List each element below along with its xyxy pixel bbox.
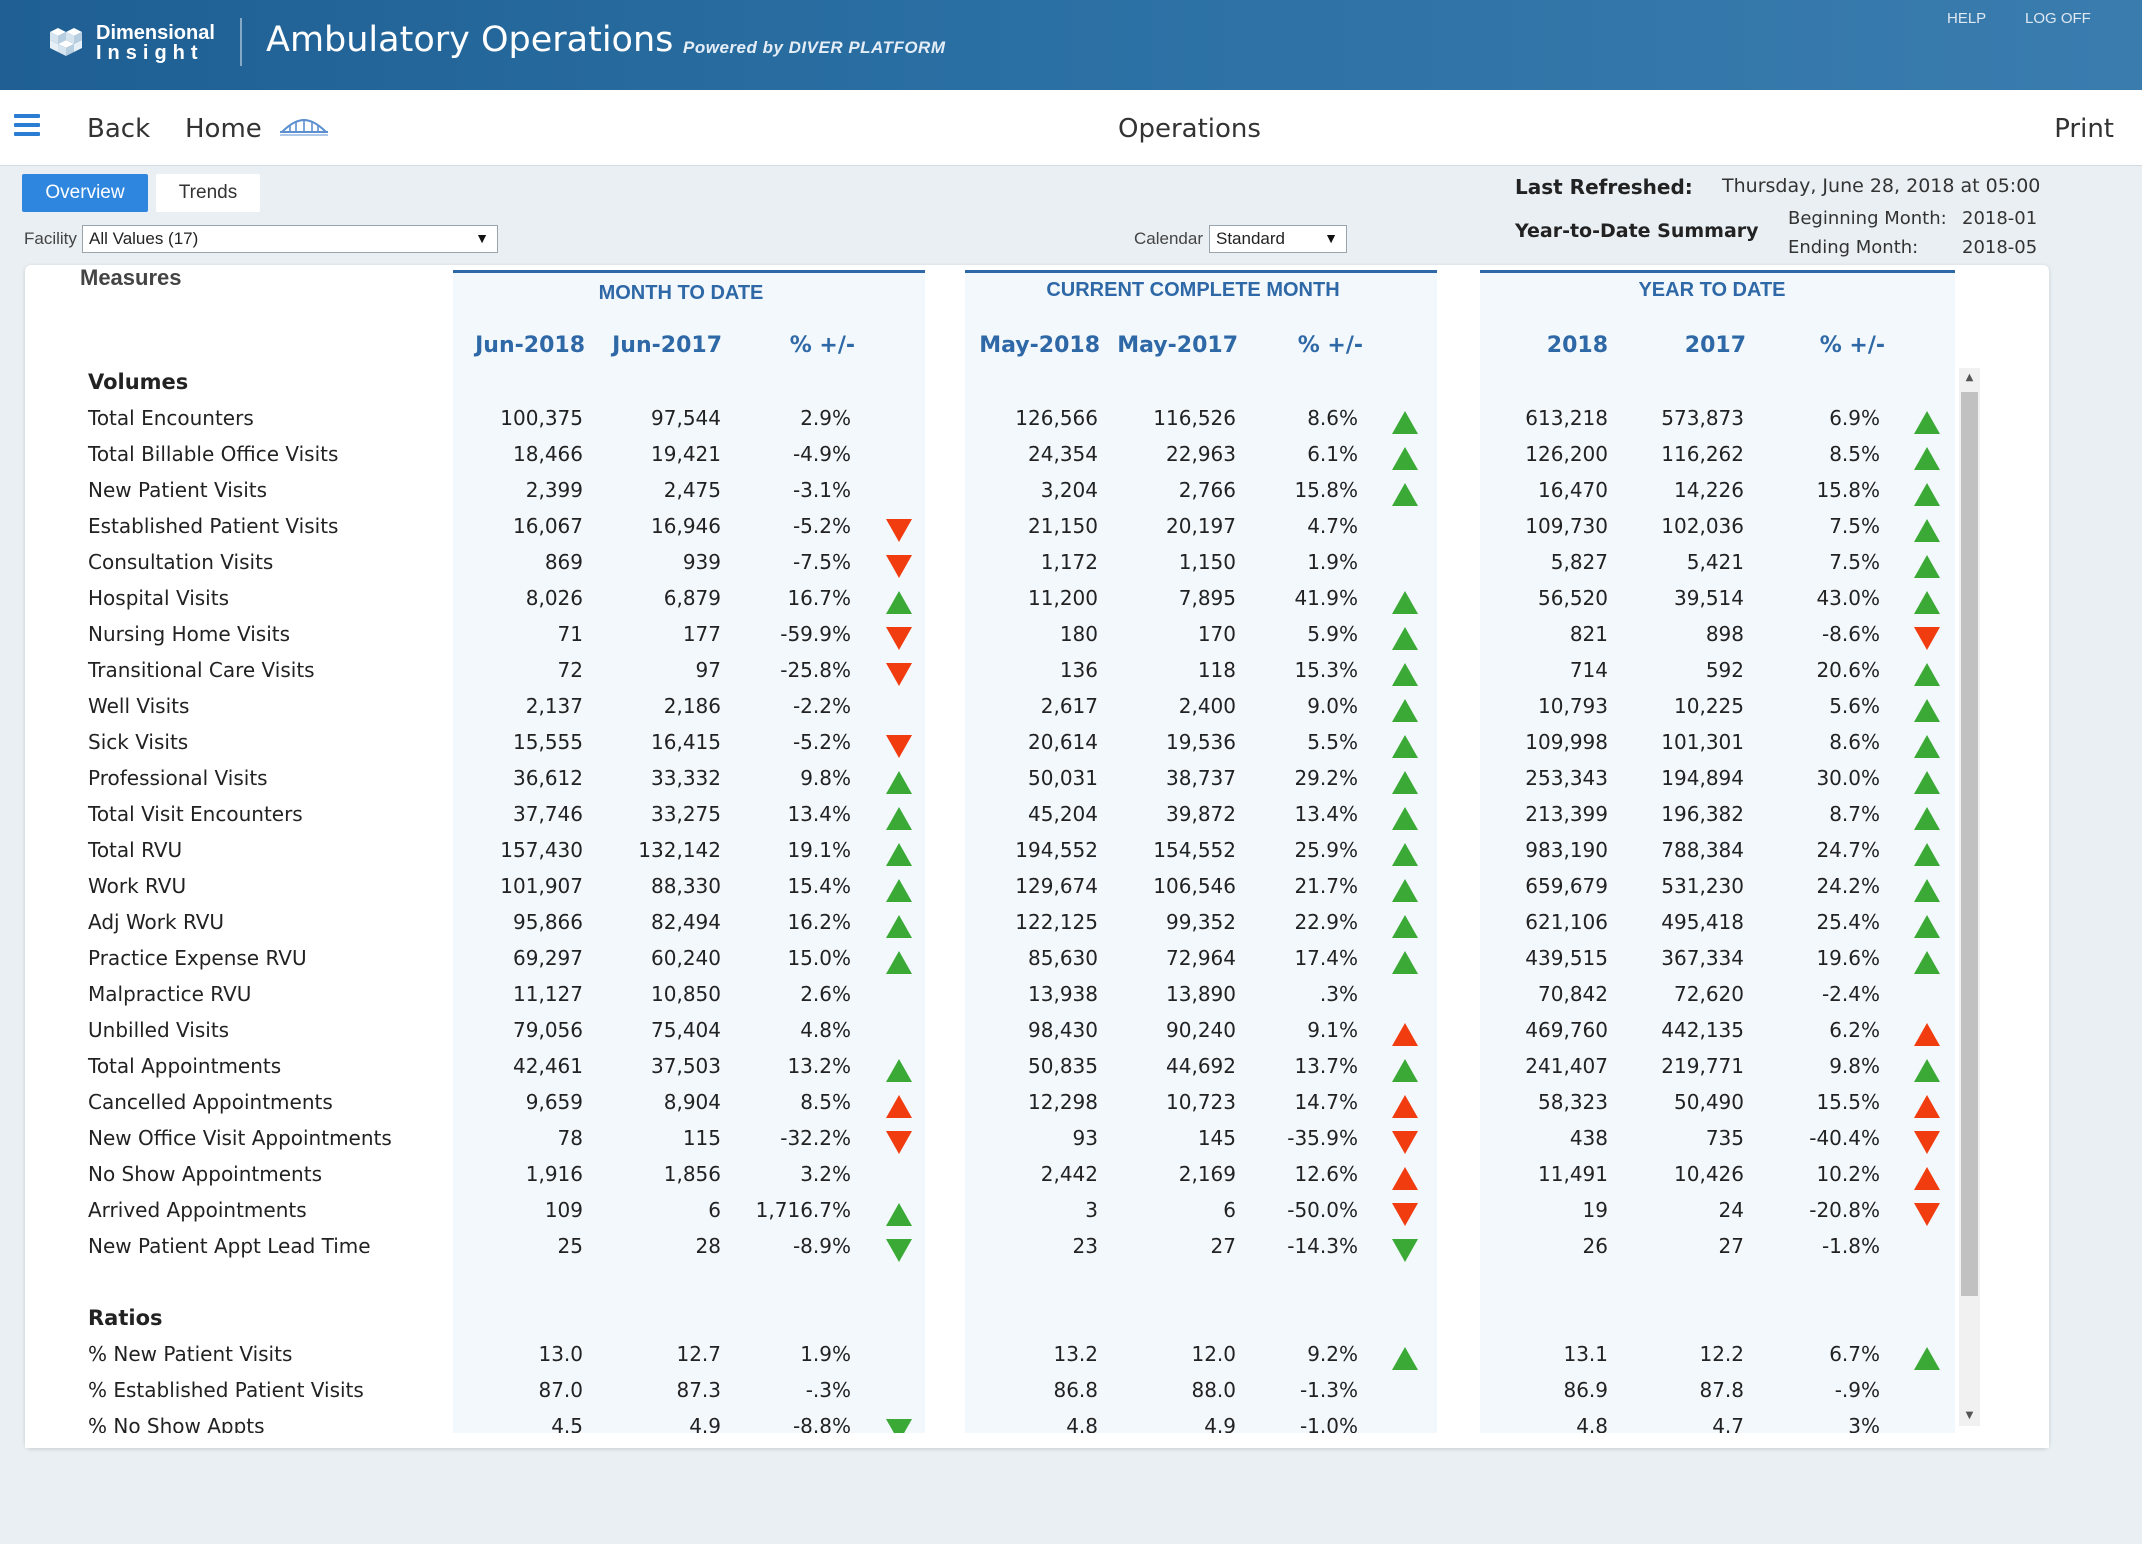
- help-link[interactable]: HELP: [1947, 10, 1987, 27]
- back-link[interactable]: Back: [87, 114, 151, 144]
- col-head-ccm-change: % +/-: [1297, 333, 1363, 358]
- current-complete-month-band: [965, 270, 1437, 1448]
- header-divider: [240, 18, 242, 66]
- beginning-month-value: 2018-01: [1962, 208, 2038, 229]
- beginning-month-label: Beginning Month:: [1788, 208, 1947, 229]
- col-head-ccm-prior: May-2017: [1117, 333, 1238, 358]
- print-link[interactable]: Print: [2054, 114, 2114, 144]
- facility-label: Facility: [24, 229, 77, 248]
- col-head-ytd-current: 2018: [1546, 333, 1608, 358]
- measures-panel: Measures: [25, 265, 2049, 1448]
- dropdown-arrow-icon: ▼: [1324, 230, 1338, 246]
- col-head-ytd-prior: 2017: [1684, 333, 1746, 358]
- calendar-select[interactable]: Standard ▼: [1209, 225, 1347, 253]
- bridge-icon: [280, 118, 328, 136]
- home-link[interactable]: Home: [185, 114, 262, 144]
- col-head-ccm-current: May-2018: [979, 333, 1100, 358]
- ending-month-label: Ending Month:: [1788, 237, 1919, 258]
- month-to-date-band: [453, 270, 925, 1448]
- hamburger-menu-icon[interactable]: [14, 114, 40, 136]
- dropdown-arrow-icon: ▼: [475, 230, 489, 246]
- company-logo: Dimensional Insight: [46, 22, 226, 66]
- scroll-down-arrow-icon[interactable]: ▼: [1965, 1410, 1974, 1421]
- top-header: Dimensional Insight Ambulatory Operation…: [0, 0, 2142, 90]
- calendar-select-value: Standard: [1216, 229, 1285, 248]
- cubes-logo-icon: [50, 28, 82, 56]
- col-head-mtd-current: Jun-2018: [475, 333, 585, 358]
- col-head-mtd-prior: Jun-2017: [612, 333, 722, 358]
- tab-trends[interactable]: Trends: [156, 174, 260, 212]
- last-refreshed-value: Thursday, June 28, 2018 at 05:00: [1722, 175, 2041, 197]
- tab-overview[interactable]: Overview: [22, 174, 148, 212]
- calendar-label: Calendar: [1134, 229, 1203, 248]
- group-title-current-complete-month: CURRENT COMPLETE MONTH: [1046, 279, 1340, 301]
- ytd-summary-label: Year-to-Date Summary: [1515, 220, 1759, 242]
- log-off-link[interactable]: LOG OFF: [2025, 10, 2091, 27]
- panel-bottom-edge: [25, 1433, 2049, 1448]
- facility-select[interactable]: All Values (17) ▼: [82, 225, 498, 253]
- table-scrollbar-thumb[interactable]: [1961, 392, 1978, 1296]
- facility-select-value: All Values (17): [89, 229, 199, 248]
- col-head-ytd-change: % +/-: [1819, 333, 1885, 358]
- powered-by-text: Powered by DIVER PLATFORM: [683, 38, 946, 57]
- group-title-month-to-date: MONTH TO DATE: [598, 282, 764, 304]
- scroll-up-arrow-icon[interactable]: ▲: [1965, 372, 1974, 383]
- ending-month-value: 2018-05: [1962, 237, 2038, 258]
- year-to-date-band: [1480, 270, 1955, 1448]
- group-title-year-to-date: YEAR TO DATE: [1638, 279, 1786, 301]
- logo-text-line2: Insight: [96, 42, 204, 64]
- app-title: Ambulatory Operations: [266, 20, 674, 60]
- logo-text-line1: Dimensional: [96, 22, 215, 44]
- measures-title: Measures: [80, 265, 182, 290]
- page-title: Operations: [1118, 114, 1261, 144]
- last-refreshed-label: Last Refreshed:: [1515, 175, 1693, 199]
- nav-bar: Back Home Operations Print: [0, 90, 2142, 166]
- col-head-mtd-change: % +/-: [789, 333, 855, 358]
